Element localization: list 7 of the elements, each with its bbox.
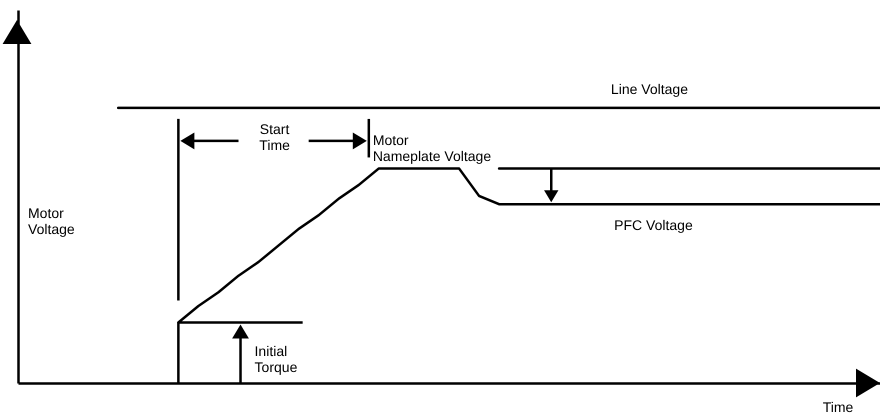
annotation: Initial Torque xyxy=(254,343,298,375)
y-axis-title: Motor Voltage xyxy=(28,205,75,237)
annotation: Start Time xyxy=(259,121,290,153)
annotation: Motor Nameplate Voltage xyxy=(372,132,492,164)
x-axis-title: Time xyxy=(822,399,854,415)
text: Line Voltage xyxy=(610,81,688,97)
annotation: PFC Voltage xyxy=(614,217,693,233)
